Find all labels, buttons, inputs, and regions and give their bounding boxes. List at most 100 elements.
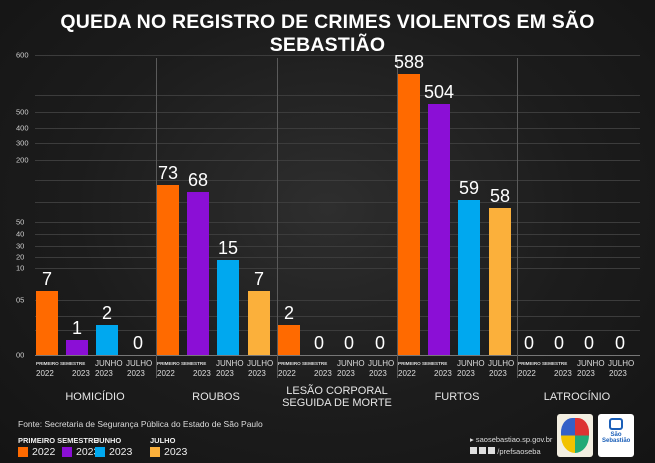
group-divider: [277, 58, 278, 378]
y-tick-label: 05: [16, 295, 25, 305]
legend-item: 2023: [95, 446, 132, 458]
y-tick-label: 50: [16, 217, 25, 227]
y-tick-label: 40: [16, 229, 25, 239]
sublabel-year: 2022: [518, 369, 536, 378]
legend-swatch: [150, 447, 160, 457]
legend-label: 2023: [109, 446, 133, 458]
category-label: LESÃO CORPORAL SEGUIDA DE MORTE: [277, 385, 397, 409]
data-label: 0: [374, 333, 385, 353]
data-label: 15: [217, 238, 239, 258]
sublabel-year: 2023: [434, 369, 452, 378]
data-label: 0: [343, 333, 354, 353]
bar: [96, 325, 118, 355]
bar: [428, 104, 450, 355]
y-tick-label: 200: [16, 155, 29, 165]
y-tick-label: 400: [16, 123, 29, 133]
x-axis-line: [35, 355, 640, 356]
gridline: [35, 180, 640, 181]
sublabel-year: 2023: [248, 369, 266, 378]
gridline: [35, 222, 640, 223]
category-label-line: LESÃO CORPORAL: [286, 385, 388, 397]
y-tick-label: 30: [16, 241, 25, 251]
gridline: [35, 128, 640, 129]
bar: [278, 325, 300, 355]
gridline: [35, 330, 640, 331]
social-links[interactable]: /prefsaoseba: [470, 447, 541, 456]
data-label: 504: [423, 82, 455, 102]
sublabel-june: JUNHO: [216, 359, 244, 368]
website-link[interactable]: ▸ saosebastiao.sp.gov.br: [470, 435, 553, 444]
y-tick-label: 300: [16, 138, 29, 148]
bar: [248, 291, 270, 355]
sublabel-year: 2023: [609, 369, 627, 378]
facebook-icon: [470, 447, 477, 454]
sublabel-year: 2023: [577, 369, 595, 378]
chart-title: QUEDA NO REGISTRO DE CRIMES VIOLENTOS EM…: [60, 11, 595, 56]
legend-swatch: [62, 447, 72, 457]
sublabel-year: 2023: [554, 369, 572, 378]
data-label: 588: [393, 52, 425, 72]
sublabel-july: JULHO: [247, 359, 274, 368]
legend-header-semester: PRIMEIRO SEMESTRE: [18, 436, 99, 445]
bar: [157, 185, 179, 355]
sublabel-year: 2022: [278, 369, 296, 378]
gridline: [35, 234, 640, 235]
sublabel-year: 2023: [95, 369, 113, 378]
sublabel-july: JULHO: [126, 359, 153, 368]
sublabel-semester: PRIMEIRO SEMESTRE: [398, 361, 448, 366]
sublabel-june: JUNHO: [457, 359, 485, 368]
bar: [217, 260, 239, 355]
sublabel-july: JULHO: [368, 359, 395, 368]
gridline: [35, 95, 640, 96]
gridline: [35, 300, 640, 301]
website-text: saosebastiao.sp.gov.br: [475, 435, 553, 444]
group-divider: [517, 58, 518, 378]
sublabel-year: 2022: [36, 369, 54, 378]
sublabel-june: JUNHO: [95, 359, 123, 368]
data-label: 7: [41, 269, 52, 289]
social-handle: /prefsaoseba: [497, 447, 541, 456]
sublabel-year: 2022: [398, 369, 416, 378]
gridline: [35, 160, 640, 161]
data-label: 0: [553, 333, 564, 353]
sublabel-year: 2023: [457, 369, 475, 378]
sublabel-june: JUNHO: [577, 359, 605, 368]
legend-header-july: JULHO: [150, 436, 176, 445]
sublabel-semester: PRIMEIRO SEMESTRE: [36, 361, 86, 366]
legend-label: 2022: [32, 446, 56, 458]
legend-item: 2023: [150, 446, 187, 458]
category-label-line: FURTOS: [434, 391, 480, 403]
instagram-icon: [488, 447, 496, 454]
data-label: 59: [458, 178, 480, 198]
bar: [36, 291, 58, 355]
sublabel-semester: PRIMEIRO SEMESTRE: [157, 361, 207, 366]
category-label: ROUBOS: [156, 391, 276, 403]
sublabel-july: JULHO: [488, 359, 515, 368]
y-tick-label: 20: [16, 252, 25, 262]
category-label-line: ROUBOS: [192, 391, 240, 403]
sao-sebastiao-prefeitura-logo: São Sebastião: [598, 414, 634, 457]
city-coat-of-arms-logo: [557, 414, 593, 457]
y-tick-label: 600: [16, 50, 29, 60]
gridline: [35, 268, 640, 269]
sublabel-year: 2023: [314, 369, 332, 378]
sublabel-semester: PRIMEIRO SEMESTRE: [278, 361, 328, 366]
source-note: Fonte: Secretaria de Segurança Pública d…: [18, 419, 263, 429]
category-label: HOMICÍDIO: [35, 391, 155, 403]
y-tick-label: 500: [16, 107, 29, 117]
sublabel-semester: PRIMEIRO SEMESTRE: [518, 361, 568, 366]
legend-header-june: JUNHO: [95, 436, 122, 445]
gridline: [35, 55, 640, 56]
sublabel-year: 2022: [157, 369, 175, 378]
legend-swatch: [95, 447, 105, 457]
gridline: [35, 257, 640, 258]
legend-label: 2023: [76, 446, 100, 458]
sublabel-year: 2023: [193, 369, 211, 378]
legend-swatch: [18, 447, 28, 457]
sublabel-year: 2023: [72, 369, 90, 378]
sublabel-year: 2023: [127, 369, 145, 378]
data-label: 1: [71, 318, 82, 338]
bar: [66, 340, 88, 355]
bar: [398, 74, 420, 355]
